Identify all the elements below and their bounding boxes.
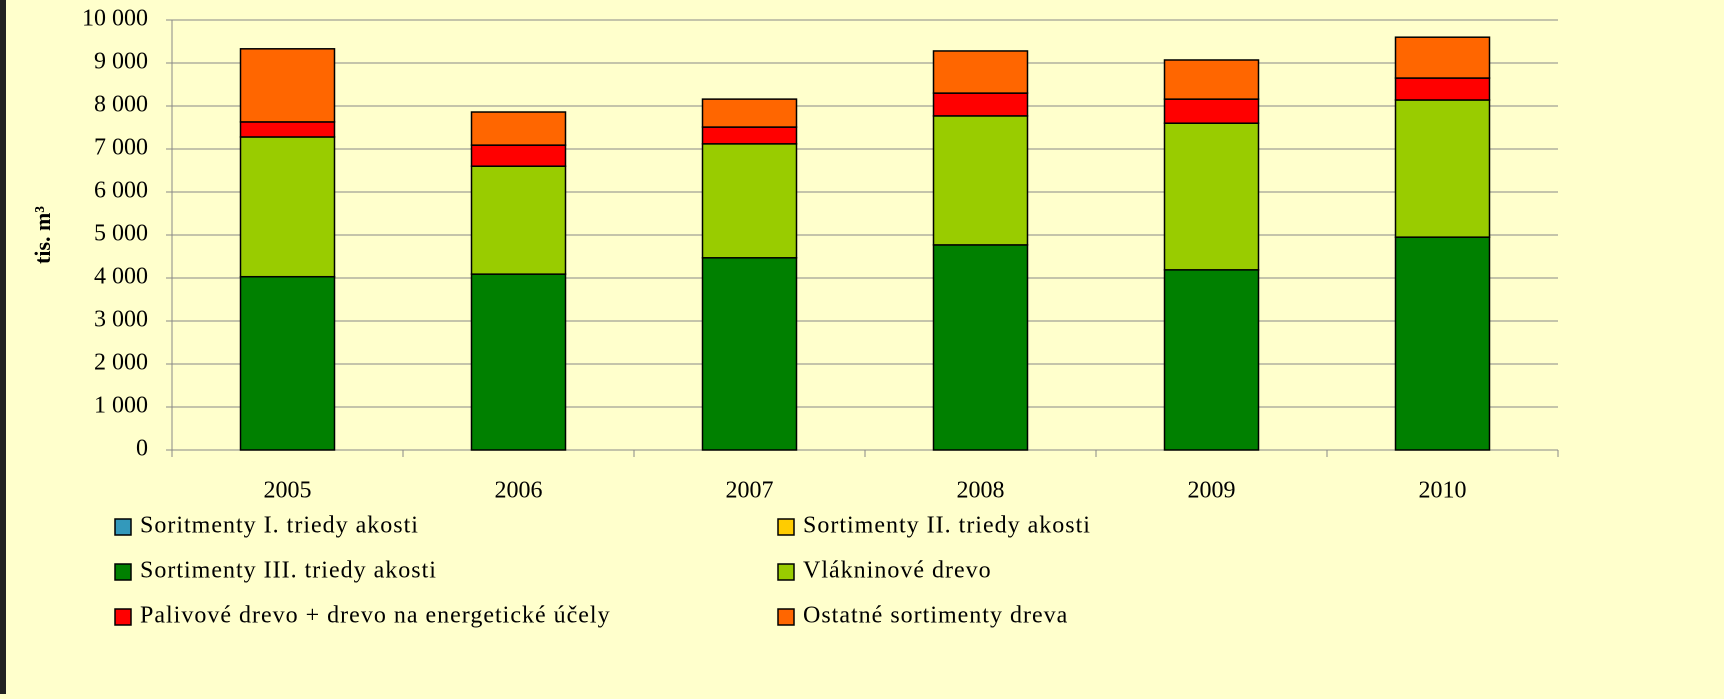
bar-segment — [932, 92, 1029, 117]
bar-segment — [1163, 269, 1260, 451]
left-border — [0, 0, 6, 694]
legend-swatch — [777, 518, 795, 536]
bar-segment — [701, 126, 798, 145]
bar-segment — [701, 98, 798, 128]
legend-label: Sortimenty II. triedy akosti — [803, 513, 1091, 539]
legend-swatch — [114, 518, 132, 536]
x-tick-label: 2006 — [495, 478, 543, 504]
x-tick-label: 2009 — [1188, 478, 1236, 504]
bar-segment — [239, 275, 336, 451]
bar-segment — [470, 111, 567, 146]
legend-swatch — [777, 563, 795, 581]
legend-label: Palivové drevo + drevo na energetické úč… — [140, 603, 611, 629]
y-tick-label: 2 000 — [94, 350, 148, 376]
y-tick-label: 10 000 — [82, 6, 148, 32]
legend-label: Soritmenty I. triedy akosti — [140, 513, 419, 539]
x-tick-label: 2010 — [1419, 478, 1467, 504]
y-tick-label: 7 000 — [94, 135, 148, 161]
y-tick-label: 3 000 — [94, 307, 148, 333]
legend-swatch — [114, 608, 132, 626]
bar-segment — [239, 136, 336, 278]
bar-segment — [701, 143, 798, 259]
x-tick-label: 2007 — [726, 478, 774, 504]
bar-segment — [932, 50, 1029, 94]
legend-label: Sortimenty III. triedy akosti — [140, 558, 437, 584]
bar-segment — [1394, 236, 1491, 451]
legend-swatch — [777, 608, 795, 626]
legend-label: Ostatné sortimenty dreva — [803, 603, 1068, 629]
bar-segment — [1394, 99, 1491, 238]
bar-segment — [1163, 59, 1260, 100]
y-tick-label: 6 000 — [94, 178, 148, 204]
legend-label: Vlákninové drevo — [803, 558, 992, 584]
y-tick-label: 8 000 — [94, 92, 148, 118]
x-tick-label: 2005 — [264, 478, 312, 504]
bar-segment — [470, 273, 567, 451]
bar-segment — [701, 257, 798, 451]
bar-segment — [1394, 77, 1491, 101]
bar-segment — [1163, 122, 1260, 271]
bar-segment — [1394, 36, 1491, 79]
bar-segment — [239, 121, 336, 138]
bar-segment — [1163, 98, 1260, 124]
legend-swatch — [114, 563, 132, 581]
bar-segment — [470, 144, 567, 167]
y-tick-label: 0 — [136, 436, 148, 462]
y-tick-label: 5 000 — [94, 221, 148, 247]
y-tick-label: 9 000 — [94, 49, 148, 75]
y-tick-label: 1 000 — [94, 393, 148, 419]
bar-segment — [239, 48, 336, 123]
bar-segment — [932, 115, 1029, 246]
bar-segment — [932, 244, 1029, 451]
x-tick-label: 2008 — [957, 478, 1005, 504]
y-axis-label: tis. m³ — [30, 206, 55, 264]
y-tick-label: 4 000 — [94, 264, 148, 290]
bar-segment — [470, 165, 567, 275]
